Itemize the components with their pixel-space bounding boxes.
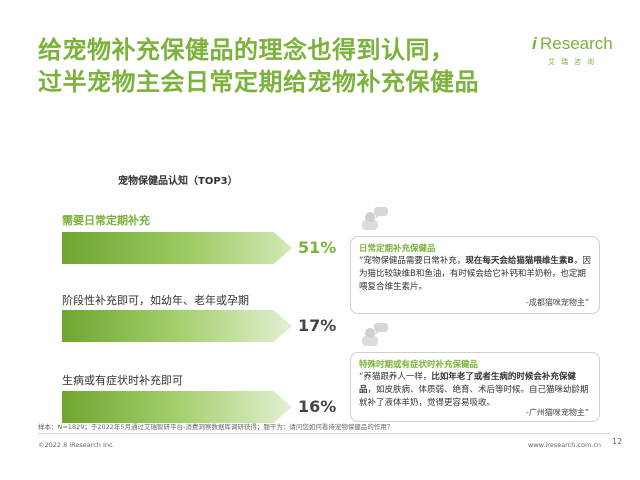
bar <box>62 310 292 342</box>
footnote: 样本：N=1829；于2022年5月通过艾瑞智研平台-消费洞察数据库调研获得；题… <box>38 423 394 431</box>
bar-value-label: 17% <box>298 316 337 335</box>
bar-label: 阶段性补充即可，如幼年、老年或孕期 <box>62 294 249 307</box>
iresearch-logo: i Research 艾瑞咨询 <box>532 34 613 74</box>
bar-label: 生病或有症状时补充即可 <box>62 374 183 387</box>
bar-label: 需要日常定期补充 <box>62 214 150 227</box>
bar-track <box>62 310 292 342</box>
quote-source-2: -广州猫咪宠物主” <box>525 408 589 417</box>
quote-card-2: 特殊时期或有症状时补充保健品 “养猫跟养人一样，比如年老了或者生病的时候会补充保… <box>350 352 600 422</box>
chart-title: 宠物保健品认知（TOP3） <box>118 176 238 187</box>
bar <box>62 391 292 423</box>
website-url: www.iresearch.com.cn <box>528 441 602 449</box>
slide-title: 给宠物补充保健品的理念也得到认同， 过半宠物主会日常定期给宠物补充保健品 <box>38 34 518 98</box>
bar-track <box>62 391 292 423</box>
page-number: 12 <box>612 437 623 446</box>
bar-track <box>62 232 292 264</box>
quote-title-2: 特殊时期或有症状时补充保健品 <box>359 360 479 370</box>
logo-i: i <box>532 34 537 53</box>
quote-card-1: 日常定期补充保健品 “宠物保健品需要日常补充，现在每天会给猫猫喂维生素B，因为猫… <box>350 236 600 314</box>
logo-subtitle: 艾瑞咨询 <box>548 58 600 66</box>
bar <box>62 232 292 264</box>
slide-title-line1: 给宠物补充保健品的理念也得到认同， <box>38 36 455 64</box>
bar-value-label: 16% <box>298 397 337 416</box>
quote-body-1: “宠物保健品需要日常补充，现在每天会给猫猫喂维生素B，因为猫比较缺维B和鱼油，有… <box>359 256 591 292</box>
quote-title-1: 日常定期补充保健品 <box>359 244 436 254</box>
logo-brand: Research <box>540 34 613 53</box>
chat-user-icon <box>362 323 388 346</box>
slide-title-line2: 过半宠物主会日常定期给宠物补充保健品 <box>38 68 479 96</box>
footer-divider <box>38 433 610 434</box>
quote-body-2: “养猫跟养人一样，比如年老了或者生病的时候会补充保健品，如皮肤病、体质弱、绝育、… <box>359 372 589 408</box>
bar-value-label: 51% <box>298 238 337 257</box>
copyright: ©2022.8 iResearch Inc. <box>38 441 115 449</box>
chat-user-icon <box>362 207 388 230</box>
quote-source-1: -成都猫咪宠物主” <box>525 298 589 307</box>
